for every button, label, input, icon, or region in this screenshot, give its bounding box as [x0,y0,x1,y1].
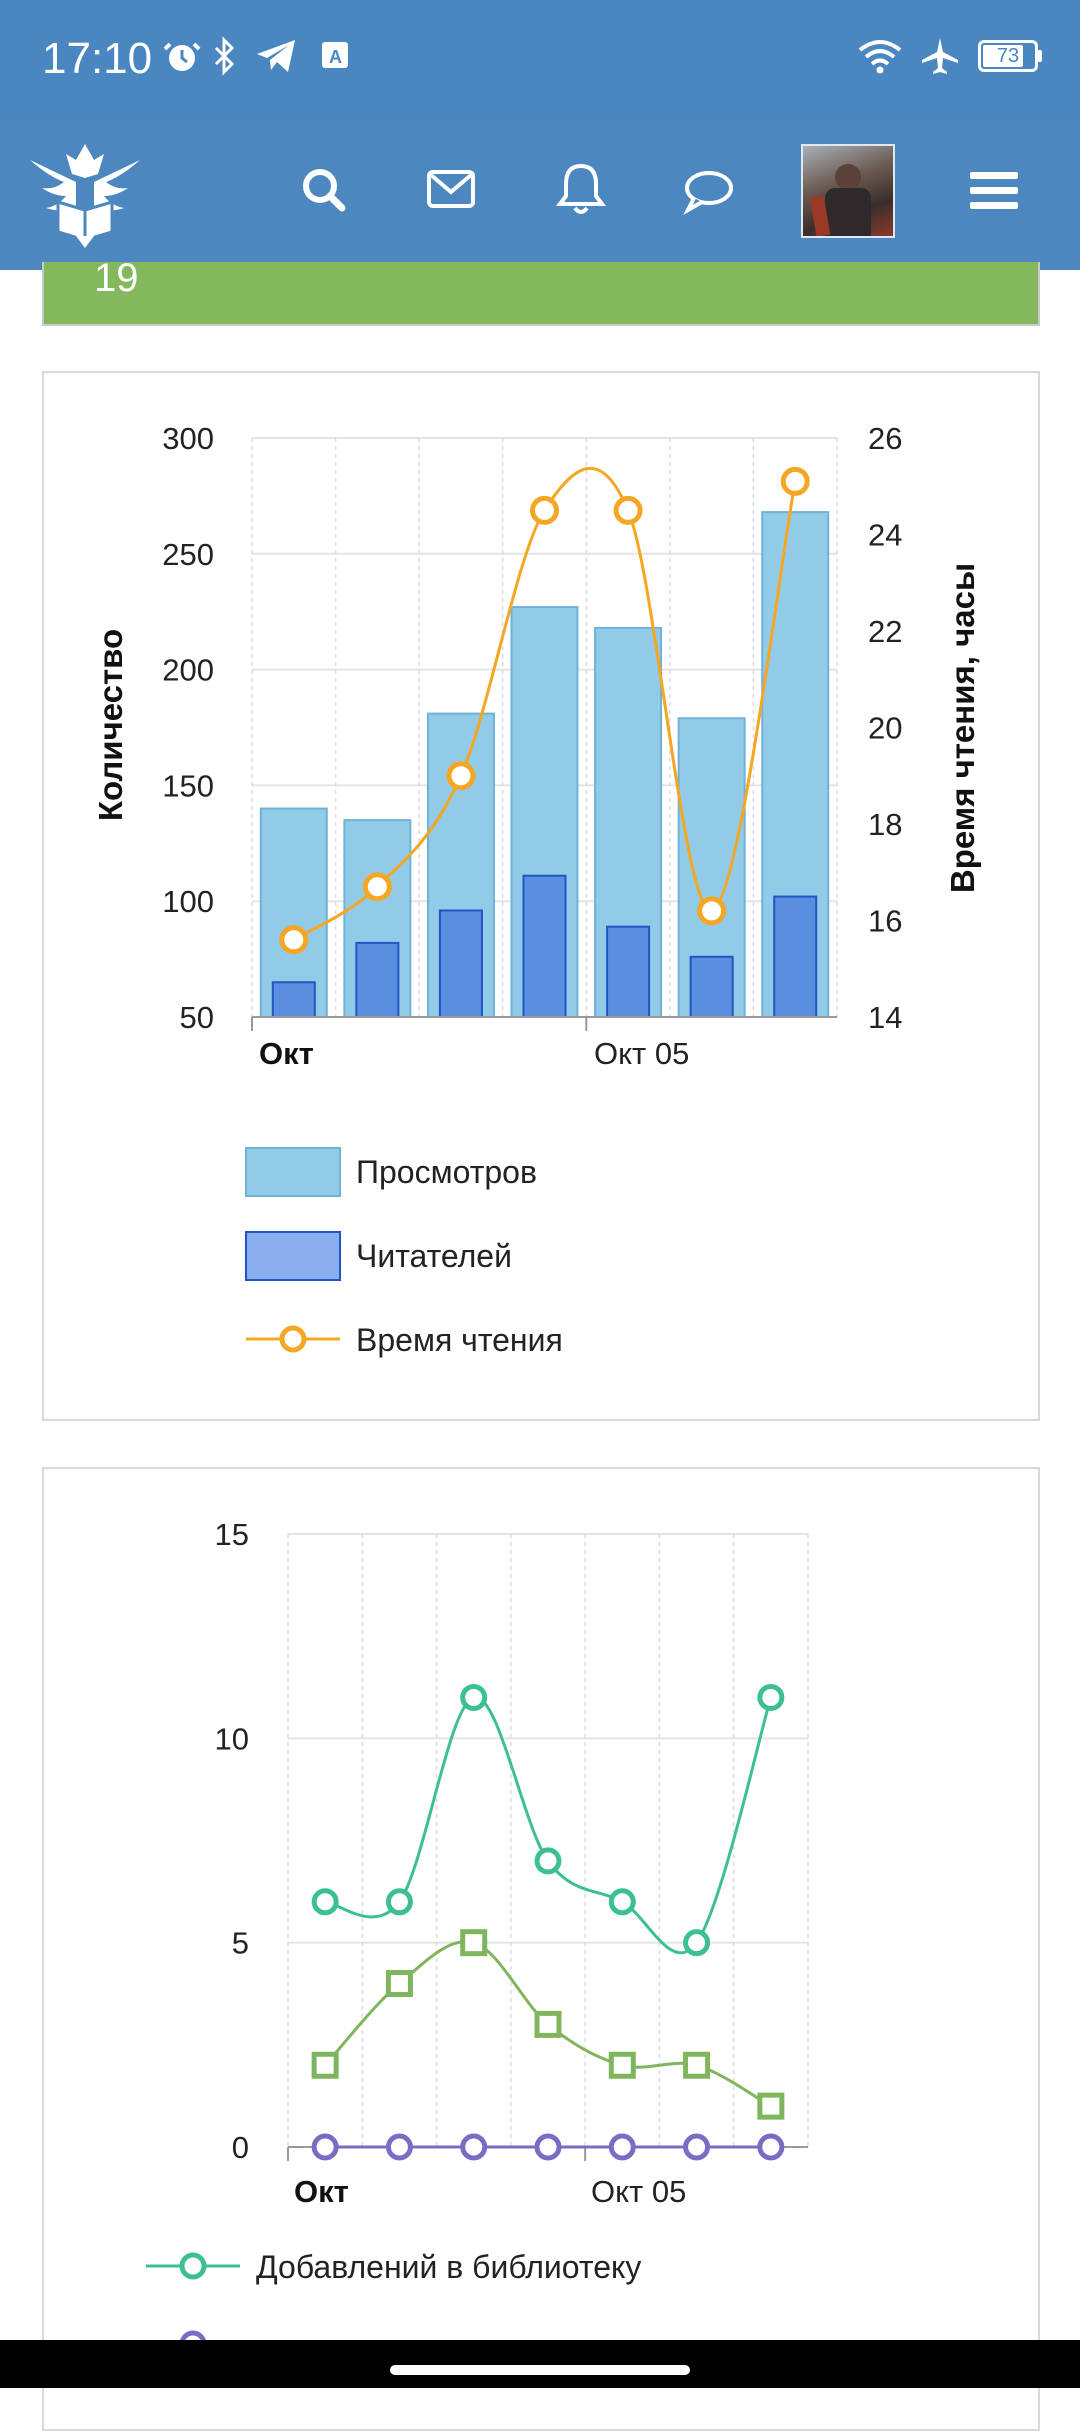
y-tick-label: 0 [232,2130,249,2165]
telegram-icon [257,40,295,72]
chart2-plot: 15 10 5 0 Окт Окт 05 [215,1517,809,2209]
x-tick-label: Окт [294,2174,349,2209]
library-chart-card: 15 10 5 0 Окт Окт 05 Добавлений в библиотеку [42,1467,1040,2431]
tertiary-series-point [608,2133,636,2161]
y-tick-label: 100 [162,884,214,919]
wifi-icon [858,40,902,74]
legend-swatch-views [245,1147,341,1197]
legend-label-views: Просмотров [356,1154,537,1190]
y2-axis-label: Время чтения, часы [944,563,981,893]
avatar[interactable] [801,144,895,238]
reading-time-point [613,495,643,525]
readers-bar [355,941,400,1018]
mail-icon[interactable] [426,160,476,220]
y-tick-label: 200 [162,653,214,688]
readers-bar [438,909,483,1018]
views-readers-chart-card: 300 250 200 150 100 50 26 24 22 20 18 16 14 Окт Окт 05… [42,371,1040,1421]
secondary-series-point [460,1929,488,1957]
legend-label-readers: Читателей [356,1238,512,1274]
bell-icon[interactable] [556,160,606,220]
tertiary-series-point [460,2133,488,2161]
reading-time-line [292,466,797,942]
library-chart: 15 10 5 0 Окт Окт 05 Добавлений в библиотеку [146,1517,809,2358]
library-additions-point [534,1847,562,1875]
y-tick-label: 10 [215,1721,249,1756]
readers-bar [606,925,651,1019]
y-tick-label: 150 [162,768,214,803]
tertiary-series-point [683,2133,711,2161]
y2-tick-label: 18 [868,807,902,842]
library-additions-point [311,1888,339,1916]
y-tick-label: 300 [162,421,214,456]
reading-time-point [530,495,559,525]
reading-time-point [780,466,810,496]
library-additions-point [683,1929,711,1957]
tertiary-series-point [757,2133,785,2161]
search-icon[interactable] [300,160,348,220]
chat-icon[interactable] [682,160,736,220]
menu-icon[interactable] [968,160,1020,220]
reading-time-point [279,925,309,955]
navigation-bar [0,2340,1080,2388]
tertiary-series-point [311,2133,339,2161]
logo-eagle-book-icon[interactable] [24,136,146,248]
airplane-icon [922,38,958,74]
readers-bar [689,955,734,1018]
tertiary-series-point [385,2133,413,2161]
y2-tick-label: 14 [868,1000,902,1035]
library-additions-line [324,1695,773,1955]
status-bar: 17:10 A 73 [0,0,1080,120]
y2-tick-label: 22 [868,614,902,649]
tertiary-series-point [534,2133,562,2161]
secondary-series-point [534,2010,562,2038]
y-axis-label: Количество [92,629,129,821]
secondary-series-point [311,2051,339,2079]
secondary-series-point [683,2051,711,2079]
bluetooth-icon [214,36,235,76]
views-readers-chart: 300 250 200 150 100 50 26 24 22 20 18 16 14 Окт Окт 05… [92,421,981,1358]
y-tick-label: 50 [180,1000,214,1035]
y2-tick-label: 16 [868,904,902,939]
home-indicator[interactable] [390,2365,690,2375]
secondary-series-point [608,2051,636,2079]
chart1-plot: 300 250 200 150 100 50 26 24 22 20 18 16 14 Окт Окт 05… [92,421,981,1071]
chart1-legend: Просмотров Читателей Время чтения [245,1147,563,1358]
library-additions-point [757,1683,785,1711]
translate-icon: A [322,42,348,68]
alarm-icon [163,42,201,71]
y-tick-label: 5 [232,1926,249,1961]
y2-tick-label: 26 [868,421,902,456]
readers-bar [522,874,567,1018]
library-additions-point [460,1683,488,1711]
reading-time-point [697,896,727,926]
legend-label-library: Добавлений в библиотеку [256,2249,641,2285]
stat-banner: 19 [42,256,1040,326]
status-time: 17:10 [42,34,153,83]
svg-text:A: A [329,47,342,67]
x-tick-label: Окт [259,1036,314,1071]
legend-label-reading-time: Время чтения [356,1322,563,1358]
legend-marker-reading-time [279,1325,307,1353]
header-bar [0,120,1080,270]
legend-swatch-readers [245,1231,341,1281]
x-tick-label: Окт 05 [594,1036,689,1071]
secondary-series-point [757,2092,785,2120]
reading-time-point [446,761,476,791]
readers-bar [271,981,316,1019]
y-tick-label: 15 [215,1517,249,1552]
reading-time-point [362,872,392,902]
x-tick-label: Окт 05 [591,2174,686,2209]
secondary-series-point [385,1970,413,1998]
y-tick-label: 250 [162,537,214,572]
y2-tick-label: 24 [868,518,902,553]
battery-level: 73 [996,45,1020,67]
library-additions-point [385,1888,413,1916]
y2-tick-label: 20 [868,711,902,746]
battery-icon: 73 [978,40,1042,72]
library-additions-point [608,1888,636,1916]
readers-bar [773,895,818,1018]
stat-banner-value: 19 [94,256,139,300]
legend-marker-library [179,2252,207,2280]
